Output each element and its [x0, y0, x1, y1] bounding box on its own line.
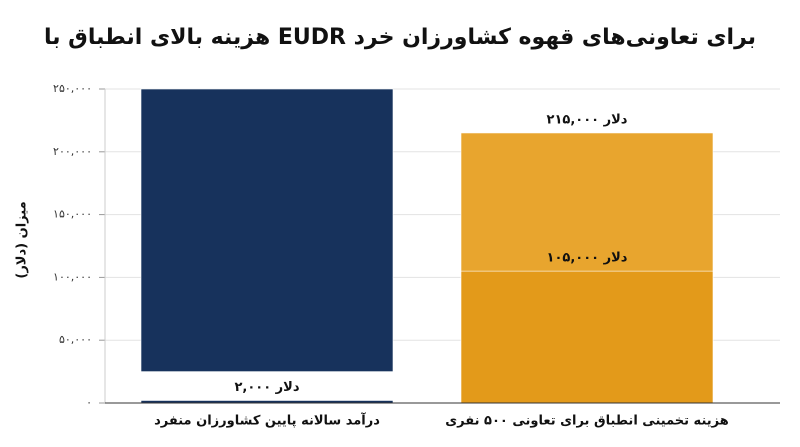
chart-title: هزینه بالای انطباق با EUDR برای تعاونی‌ه…: [44, 25, 756, 50]
y-tick-label: ۰: [86, 396, 92, 409]
x-tick-label: درآمد سالانه پایین کشاورزان منفرد: [154, 412, 380, 429]
value-label: ۲۱۵,۰۰۰ دلار: [547, 112, 628, 127]
y-axis-label: میزان (دلار): [15, 201, 30, 278]
y-tick-label: ۵۰,۰۰۰: [59, 333, 92, 346]
y-tick-label: ۱۵۰,۰۰۰: [53, 208, 92, 221]
x-tick-label: هزینه تخمینی انطباق برای تعاونی ۵۰۰ نفری: [445, 414, 728, 429]
y-tick-label: ۲۵۰,۰۰۰: [53, 82, 92, 95]
bar: [460, 270, 714, 404]
value-label: ۲,۰۰۰ دلار: [234, 380, 299, 395]
bar: [140, 88, 394, 372]
y-tick-label: ۱۰۰,۰۰۰: [53, 270, 92, 283]
y-tick-label: ۲۰۰,۰۰۰: [53, 145, 92, 158]
value-label: ۱۰۵,۰۰۰ دلار: [547, 251, 628, 266]
